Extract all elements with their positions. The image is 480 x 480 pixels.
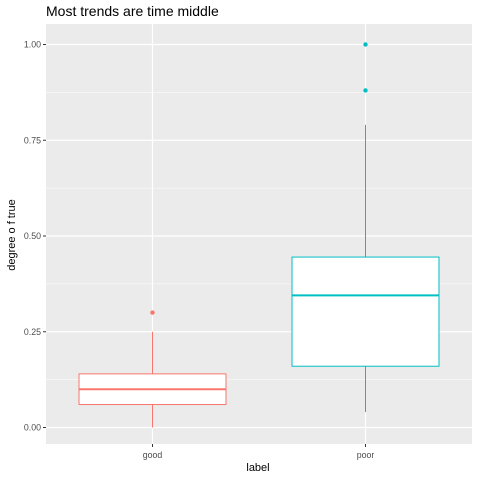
y-axis: 0.00 0.25 0.50 0.75 1.00 xyxy=(24,40,46,433)
y-tick-label: 1.00 xyxy=(24,40,41,50)
y-axis-title: degree o f true xyxy=(6,199,18,271)
outlier-point xyxy=(363,88,368,93)
y-tick-label: 0.50 xyxy=(24,231,41,241)
box-poor xyxy=(291,42,440,413)
y-tick-label: 0.25 xyxy=(24,327,41,337)
x-tick-label: good xyxy=(143,450,163,460)
x-axis-title: label xyxy=(246,462,269,474)
outlier-point xyxy=(363,42,368,47)
boxes-layer xyxy=(78,42,440,428)
x-axis: good poor xyxy=(143,444,375,460)
outlier-point xyxy=(150,310,155,315)
box-good xyxy=(78,310,227,428)
box-iqr xyxy=(291,256,440,367)
y-tick-label: 0.75 xyxy=(24,135,41,145)
chart-title: Most trends are time middle xyxy=(46,3,219,19)
x-tick-label: poor xyxy=(357,450,375,460)
y-tick-label: 0.00 xyxy=(24,423,41,433)
